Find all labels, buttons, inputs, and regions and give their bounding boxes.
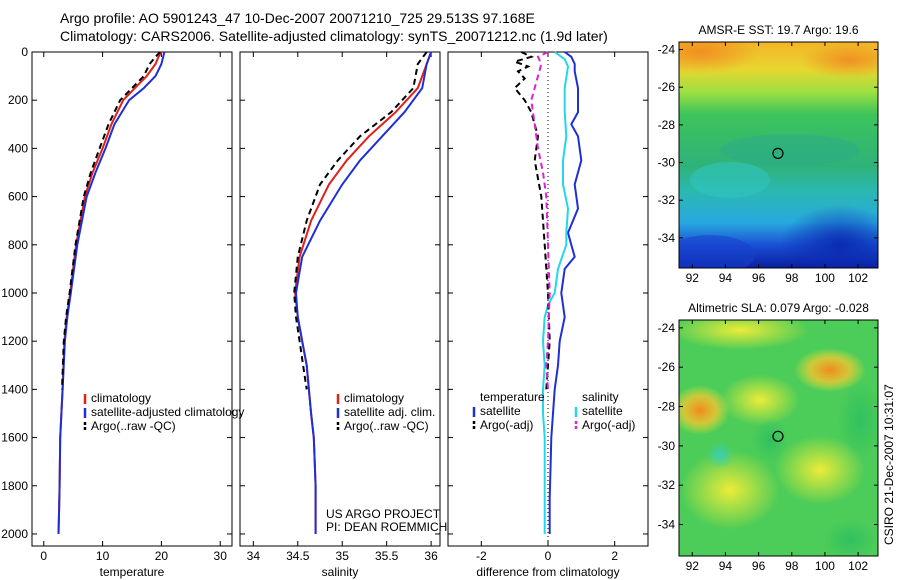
x-axis-label: salinity [322, 565, 359, 579]
y-tick-label: 0 [21, 45, 28, 59]
x-tick-label: 34.5 [286, 549, 310, 563]
y-tick-label: -34 [658, 518, 676, 532]
map-panel-1 [678, 41, 879, 269]
legend-sal-argo-label: Argo(-adj) [582, 418, 635, 432]
profile-panel-3 [447, 51, 649, 547]
x-tick-label: 30 [214, 549, 228, 563]
profile-panel-1 [31, 51, 233, 547]
series-line-argo-raw-qc- [61, 51, 161, 390]
x-tick-label: 20 [155, 549, 169, 563]
series-line-salinity-argo-adj- [530, 51, 551, 390]
legend-satellite-label: satellite adj. clim. [344, 405, 435, 419]
argo-location-marker [772, 430, 784, 442]
x-tick-label: 10 [96, 549, 110, 563]
x-tick-label: 94 [719, 559, 733, 573]
map-title: Altimetric SLA: 0.079 Argo: -0.028 [688, 301, 869, 315]
y-tick-label: -34 [658, 231, 676, 245]
pi-annotation: PI: DEAN ROEMMICH [326, 520, 447, 534]
legend-climatology-label: climatology [91, 391, 151, 405]
x-tick-label: 92 [686, 271, 700, 285]
y-tick-label: 1000 [1, 286, 28, 300]
y-tick-label: 1200 [1, 334, 28, 348]
argo-location-marker [772, 147, 784, 159]
x-tick-label: 96 [752, 271, 766, 285]
series-line-satellite-adjusted-climatology [57, 51, 166, 535]
x-tick-label: 100 [815, 559, 835, 573]
x-tick-label: 92 [686, 559, 700, 573]
x-tick-label: 96 [752, 559, 766, 573]
y-tick-label: -32 [658, 193, 676, 207]
legend-salinity-heading: salinity [582, 390, 619, 404]
legend-satellite-label: satellite-adjusted climatology [91, 405, 244, 419]
x-tick-label: 102 [848, 559, 868, 573]
y-tick-label: -26 [658, 80, 676, 94]
y-tick-label: 200 [8, 93, 28, 107]
y-tick-label: 1800 [1, 479, 28, 493]
map-title: AMSR-E SST: 19.7 Argo: 19.6 [698, 23, 858, 37]
legend-climatology-label: climatology [344, 391, 404, 405]
sla-heatmap-field [679, 320, 878, 556]
y-tick-label: -26 [658, 360, 676, 374]
y-tick-label: 800 [8, 238, 28, 252]
y-tick-label: 400 [8, 141, 28, 155]
timestamp-side-label: CSIRO 21-Dec-2007 10:31:07 [882, 384, 896, 545]
y-tick-label: -32 [658, 478, 676, 492]
series-line-argo-raw-qc- [293, 51, 428, 390]
x-tick-label: 0 [545, 549, 552, 563]
series-line-salinity-satellite [541, 51, 570, 534]
y-tick-label: -28 [658, 118, 676, 132]
plot-frame [31, 51, 233, 547]
plot-title-line-2: Climatology: CARS2006. Satellite-adjuste… [60, 28, 608, 44]
profile-panel-2 [239, 51, 441, 547]
legend-sal-satellite-label: satellite [582, 404, 623, 418]
sst-heatmap-field [679, 42, 878, 268]
x-axis-label: difference from climatology [476, 565, 619, 579]
plot-title-line-1: Argo profile: AO 5901243_47 10-Dec-2007 … [60, 10, 535, 26]
legend-argo-label: Argo(..raw -QC) [344, 419, 429, 433]
x-tick-label: 102 [848, 271, 868, 285]
y-tick-label: -28 [658, 400, 676, 414]
map-frame [678, 319, 879, 557]
y-tick-label: 1600 [1, 431, 28, 445]
series-line-satellite-adj-clim- [294, 51, 433, 534]
legend-argo-label: Argo(..raw -QC) [91, 419, 176, 433]
legend-temp-satellite-label: satellite [480, 404, 521, 418]
y-tick-label: -24 [658, 321, 676, 335]
x-tick-label: 2 [611, 549, 618, 563]
x-tick-label: 98 [785, 559, 799, 573]
project-annotation: US ARGO PROJECT [326, 507, 441, 521]
plot-frame [239, 51, 441, 547]
x-tick-label: 35 [336, 549, 350, 563]
x-axis-label: temperature [100, 565, 165, 579]
map-frame [678, 41, 879, 269]
y-tick-label: 600 [8, 190, 28, 204]
x-tick-label: 100 [815, 271, 835, 285]
x-tick-label: 36 [424, 549, 438, 563]
legend-temperature-heading: temperature [480, 390, 545, 404]
x-tick-label: 94 [719, 271, 733, 285]
y-tick-label: -30 [658, 439, 676, 453]
y-tick-label: -30 [658, 156, 676, 170]
y-tick-label: 1400 [1, 382, 28, 396]
y-tick-label: -24 [658, 43, 676, 57]
map-panel-2 [678, 319, 879, 557]
x-tick-label: 35.5 [375, 549, 399, 563]
x-tick-label: -2 [476, 549, 487, 563]
series-line-temperature-satellite [548, 51, 583, 534]
x-tick-label: 0 [40, 549, 47, 563]
y-tick-label: 2000 [1, 527, 28, 541]
x-tick-label: 98 [785, 271, 799, 285]
legend-temp-argo-label: Argo(-adj) [480, 418, 533, 432]
x-tick-label: 34 [247, 549, 261, 563]
series-line-temperature-argo-adj- [511, 51, 551, 390]
